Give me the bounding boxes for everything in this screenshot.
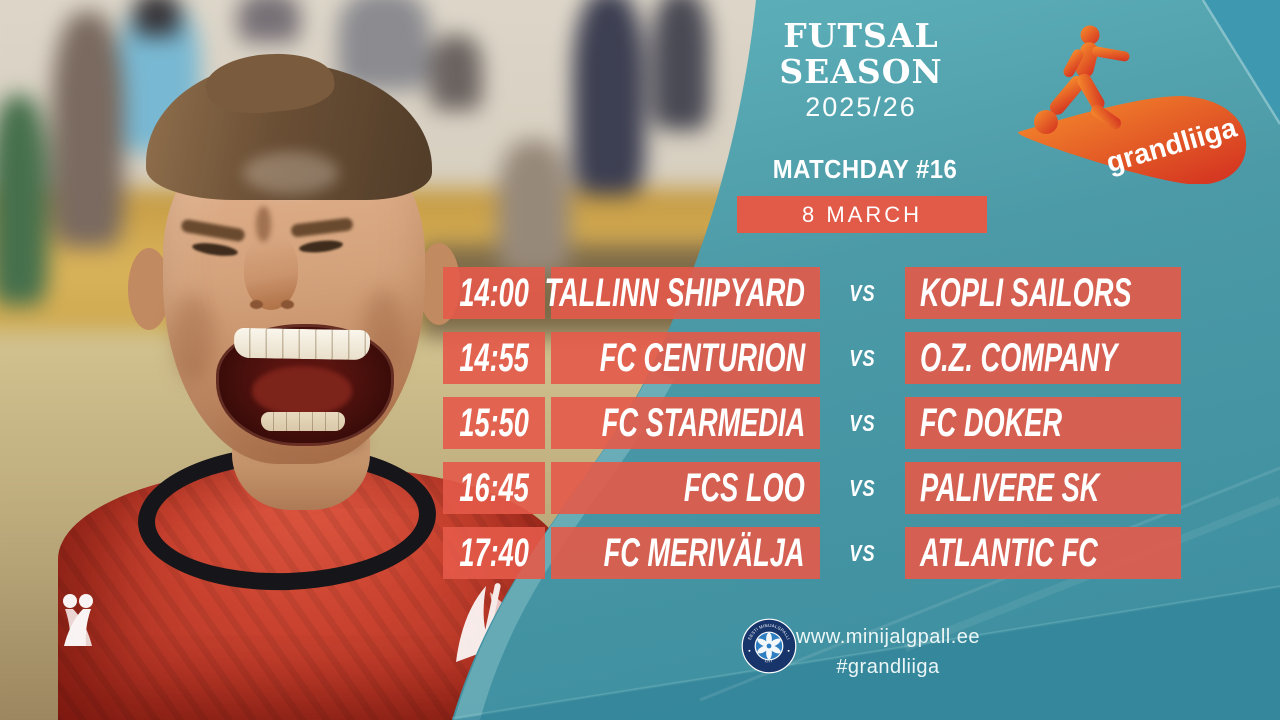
away-team: KOPLI SAILORS	[905, 267, 1181, 319]
away-team: ATLANTIC FC	[905, 527, 1181, 579]
away-team: PALIVERE SK	[905, 462, 1181, 514]
date-label: 8 MARCH	[801, 201, 922, 227]
match-row: 14:00 TALLINN SHIPYARD VS KOPLI SAILORS	[443, 267, 1181, 319]
match-time: 17:40	[443, 527, 545, 579]
away-team: O.Z. COMPANY	[905, 332, 1181, 384]
home-team: FC MERIVÄLJA	[551, 527, 820, 579]
badge-ball-swirl	[757, 632, 781, 660]
matchday-label: MATCHDAY #16	[772, 154, 958, 184]
match-time: 15:50	[443, 397, 545, 449]
home-team: FCS LOO	[551, 462, 820, 514]
hashtag-label: #grandliiga	[836, 656, 940, 678]
poster-title: FUTSAL SEASON	[779, 16, 943, 91]
badge-bottom-text: LIIT	[764, 658, 773, 664]
grandliiga-logo: grandliiga	[1018, 25, 1247, 184]
svg-text:LIIT: LIIT	[764, 658, 773, 664]
home-team: FC CENTURION	[551, 332, 820, 384]
vs-label: VS	[849, 409, 876, 436]
lower-teeth	[261, 412, 345, 431]
website-url: www.minijalgpall.ee	[795, 626, 981, 648]
federation-badge: EESTI MINIJALGPALLI LIIT	[741, 618, 797, 674]
match-row: 16:45 FCS LOO VS PALIVERE SK	[443, 462, 1181, 514]
vs-label: VS	[849, 474, 876, 501]
vs-label: VS	[849, 539, 876, 566]
kappa-logo	[63, 594, 93, 646]
vs-label: VS	[849, 344, 876, 371]
match-row: 17:40 FC MERIVÄLJA VS ATLANTIC FC	[443, 527, 1181, 579]
match-row: 15:50 FC STARMEDIA VS FC DOKER	[443, 397, 1181, 449]
match-time: 14:55	[443, 332, 545, 384]
date-band: 8 MARCH	[737, 196, 987, 233]
match-time: 14:00	[443, 267, 545, 319]
footer-text-block: www.minijalgpall.ee #grandliiga	[790, 626, 986, 679]
vs-label: VS	[849, 279, 876, 306]
match-time: 16:45	[443, 462, 545, 514]
away-team: FC DOKER	[905, 397, 1181, 449]
home-team: TALLINN SHIPYARD	[545, 267, 820, 319]
kicking-player-silhouette	[1034, 25, 1130, 134]
match-row: 14:55 FC CENTURION VS O.Z. COMPANY	[443, 332, 1181, 384]
title-block: FUTSAL SEASON 2025/26	[698, 18, 1024, 123]
nose	[244, 236, 298, 310]
home-team: FC STARMEDIA	[551, 397, 820, 449]
season-label: 2025/26	[805, 92, 917, 123]
logo-swoosh	[1018, 96, 1247, 184]
